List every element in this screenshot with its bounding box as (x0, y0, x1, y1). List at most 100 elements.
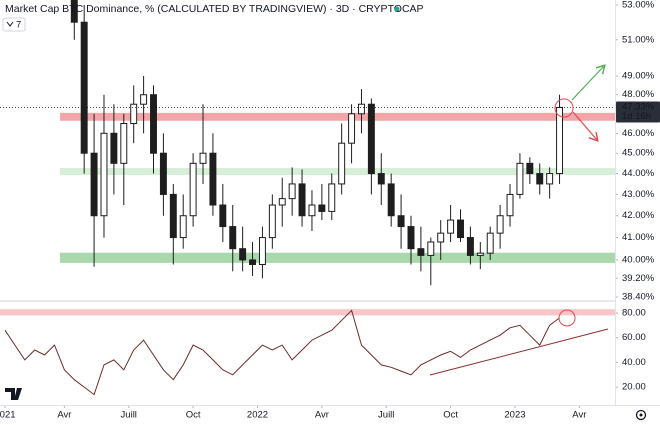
x-tick-label: Avr (57, 410, 71, 421)
support-resistance-zone (60, 252, 615, 263)
candle-body (90, 152, 98, 217)
settings-icon-center (639, 413, 643, 417)
candle-body (318, 204, 326, 212)
candle-body (189, 162, 197, 217)
candle-body (496, 215, 504, 234)
candle-body (348, 113, 356, 144)
candle-body (516, 162, 524, 195)
price-pane (0, 0, 615, 286)
y-tick-label: 48.00% (622, 89, 655, 100)
candle-body (140, 94, 148, 105)
highlight-circle (558, 309, 576, 327)
y-tick-label: 45.00% (622, 148, 655, 159)
rsi-tick-label: 80.00 (622, 307, 646, 318)
y-tick-label: 53.00% (622, 0, 655, 10)
candle-body (506, 193, 514, 217)
candle-body (100, 132, 108, 217)
countdown-label: 1d 16h (622, 111, 651, 122)
candle-body (209, 152, 217, 206)
rsi-tick-label: 20.00 (622, 382, 646, 393)
candle-body (338, 142, 346, 185)
last-price-box (616, 101, 660, 123)
candle-body (298, 183, 306, 217)
candle-body (466, 237, 474, 256)
y-tick-label: 43.00% (622, 189, 655, 200)
candle-body (397, 215, 405, 228)
indicator-toggle[interactable] (2, 17, 26, 32)
candle-body (120, 123, 128, 164)
candle-body (546, 173, 554, 185)
candle-body (258, 237, 266, 265)
indicator-count: 7 (16, 20, 21, 31)
support-resistance-zone (60, 112, 615, 121)
candle-body (110, 132, 118, 164)
y-tick-label: 42.00% (622, 210, 655, 221)
x-tick-label: Juill (378, 410, 394, 421)
candle-body (219, 204, 227, 228)
candle-body (249, 259, 257, 265)
chevron-icon (6, 21, 14, 27)
rsi-zone (0, 309, 615, 316)
candle-body (536, 173, 544, 185)
candle-body (476, 252, 484, 256)
logo[interactable] (5, 388, 22, 400)
x-tick-label: Juill (121, 410, 137, 421)
rsi-line (4, 309, 560, 396)
last-price-label: 47.33% (622, 101, 655, 112)
candle-body (130, 103, 138, 125)
y-tick-label: 46.00% (622, 128, 655, 139)
up-arrow (571, 66, 604, 101)
settings-icon[interactable] (635, 409, 647, 421)
candle-body (150, 94, 157, 154)
candle-body (367, 103, 375, 175)
candle-body (278, 198, 286, 206)
candle-body (427, 241, 435, 256)
candle-body (407, 226, 415, 250)
y-tick-label: 49.00% (622, 71, 655, 82)
chart-title: Market Cap BTC Dominance, % (CALCULATED … (5, 3, 424, 15)
x-tick-label: 2021 (0, 410, 16, 421)
x-tick-label: Avr (315, 410, 329, 421)
candle-body (199, 152, 207, 164)
candle-body (457, 219, 464, 239)
candle-body (70, 0, 78, 23)
y-tick-label: 41.00% (622, 232, 655, 243)
y-tick-label: 38.40% (622, 291, 655, 302)
candle-body (377, 173, 385, 185)
candle-body (159, 152, 167, 195)
support-resistance-zone (60, 168, 615, 176)
candle-body (447, 219, 455, 234)
candle-body (80, 21, 88, 154)
rsi-tick-label: 40.00 (622, 357, 646, 368)
x-tick-label: Oct (186, 410, 201, 421)
candle-body (179, 215, 187, 239)
candle-body (556, 106, 564, 175)
x-tick-label: Oct (443, 410, 458, 421)
candle-body (358, 103, 365, 115)
candle-body (526, 162, 534, 175)
x-tick-label: Avr (572, 410, 586, 421)
candle-body (288, 183, 296, 200)
y-tick-label: 44.00% (622, 168, 655, 179)
candle-body (417, 248, 425, 256)
rsi-tick-label: 60.00 (622, 332, 646, 343)
candle-body (486, 232, 494, 254)
candle-body (169, 193, 177, 239)
down-arrow (572, 111, 597, 140)
candle-body (387, 183, 395, 217)
trend-line (429, 328, 609, 376)
candle-body (308, 204, 316, 217)
rsi-pane (0, 309, 615, 396)
candle-body (229, 226, 237, 250)
highlight-circle (554, 98, 574, 118)
x-tick-label: 2022 (247, 410, 268, 421)
y-tick-label: 51.00% (622, 34, 655, 45)
candle-body (239, 248, 247, 261)
candle-body (437, 232, 445, 243)
candle-body (328, 183, 336, 212)
status-dot (394, 6, 400, 12)
x-tick-label: 2023 (504, 410, 525, 421)
